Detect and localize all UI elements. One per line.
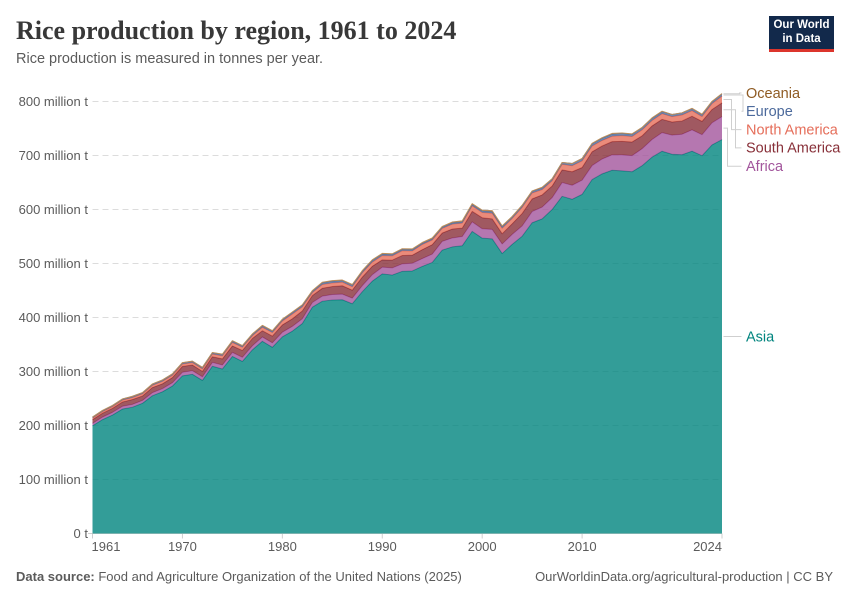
owid-logo-line2: in Data — [782, 32, 821, 45]
legend-connector-oceania — [723, 92, 742, 95]
chart-subtitle: Rice production is measured in tonnes pe… — [16, 51, 324, 67]
data-source-note: Data source: Food and Agriculture Organi… — [16, 570, 462, 583]
chart-title: Rice production by region, 1961 to 2024 — [16, 16, 457, 45]
area-topline-oceania — [92, 93, 723, 418]
owid-logo-accent-bar — [769, 49, 834, 52]
x-axis-label-1961: 1961 — [92, 539, 121, 554]
x-axis-label-2024: 2024 — [693, 539, 722, 554]
y-axis-label-400: 400 million t — [19, 310, 89, 325]
chart-footer: Data source: Food and Agriculture Organi… — [16, 570, 833, 583]
legend-label-africa[interactable]: Africa — [746, 159, 784, 175]
data-source-label: Data source: — [16, 569, 95, 584]
y-axis-label-600: 600 million t — [19, 202, 89, 217]
y-axis-label-100: 100 million t — [19, 472, 89, 487]
x-axis-label-1980: 1980 — [268, 539, 297, 554]
license-credit[interactable]: OurWorldinData.org/agricultural-producti… — [535, 569, 833, 584]
legend-label-asia[interactable]: Asia — [746, 329, 775, 345]
x-axis-label-2010: 2010 — [568, 539, 597, 554]
legend-connector-north-america — [723, 99, 742, 131]
x-axis-label-1970: 1970 — [168, 539, 197, 554]
y-axis-label-300: 300 million t — [19, 364, 89, 379]
legend-connector-africa — [723, 127, 742, 167]
area-asia[interactable] — [92, 139, 723, 534]
legend-label-north-america[interactable]: North America — [746, 122, 839, 138]
stacked-area-chart[interactable]: 0 t 100 million t 200 million t 300 million… — [0, 0, 850, 560]
y-axis-label-200: 200 million t — [19, 418, 89, 433]
legend-connector-south-america — [723, 109, 742, 149]
legend-label-oceania[interactable]: Oceania — [746, 86, 801, 102]
legend-label-south-america[interactable]: South America — [746, 141, 841, 157]
x-axis-label-2000: 2000 — [468, 539, 497, 554]
legend-label-europe[interactable]: Europe — [746, 104, 793, 120]
area-africa[interactable] — [92, 116, 723, 426]
y-axis-label-800: 800 million t — [19, 94, 89, 109]
legend-connector-europe — [723, 94, 744, 112]
y-axis-label-500: 500 million t — [19, 256, 89, 271]
y-axis-label-700: 700 million t — [19, 148, 89, 163]
owid-logo[interactable]: Our World in Data — [769, 16, 834, 52]
data-source-text: Food and Agriculture Organization of the… — [94, 569, 462, 584]
x-axis-label-1990: 1990 — [368, 539, 397, 554]
y-axis-label-0: 0 t — [74, 526, 89, 541]
owid-logo-line1: Our World — [773, 19, 830, 31]
area-south-america[interactable] — [92, 102, 723, 424]
